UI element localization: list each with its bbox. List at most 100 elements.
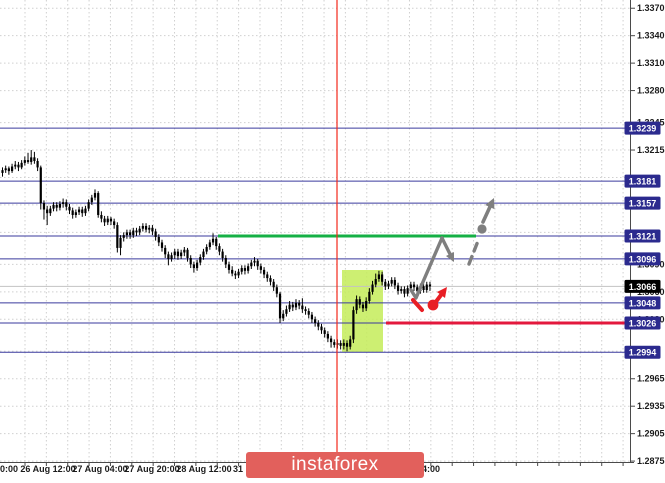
candle-body	[352, 310, 355, 340]
candle-body	[23, 160, 26, 163]
candle-body	[186, 249, 189, 258]
candle-body	[176, 251, 180, 257]
candle-body	[167, 254, 170, 259]
candle-body	[307, 311, 310, 315]
candle-body	[1, 170, 4, 173]
candle-body	[390, 279, 393, 284]
candle-body	[368, 291, 371, 301]
candle-body	[250, 262, 253, 267]
candle-body	[224, 257, 227, 265]
candle-body	[371, 284, 374, 292]
candle-body	[199, 257, 202, 263]
candle-body	[164, 247, 167, 255]
candle-body	[384, 281, 387, 287]
price-badges: 1.3239 1.3181 1.3157 1.3121 1.3096 1.3066 1.30…	[624, 121, 661, 359]
candle-body	[231, 269, 234, 274]
candle-body	[97, 193, 100, 215]
price-badge-label: 1.3048	[629, 298, 657, 308]
y-axis-label: 1.2965	[637, 374, 665, 384]
x-axis-label: 26 Aug 12:00	[20, 464, 75, 474]
candle-body	[387, 283, 390, 287]
red-up-arrow-head	[437, 287, 447, 298]
candle-body	[77, 209, 81, 213]
candle-body	[240, 268, 243, 272]
candle-body	[412, 284, 416, 288]
candle-body	[266, 274, 269, 279]
candle-body	[215, 238, 218, 247]
candle-body	[100, 214, 103, 219]
candle-body	[355, 299, 358, 311]
candle-body	[221, 251, 224, 258]
candle-body	[345, 343, 349, 347]
candle-body	[310, 314, 314, 320]
candle-body	[275, 287, 278, 294]
candle-body	[396, 285, 400, 291]
candle-body	[46, 209, 49, 214]
candle-body	[291, 304, 294, 308]
candle-body	[361, 304, 365, 309]
candle-body	[84, 208, 87, 214]
candle-body	[425, 284, 428, 291]
gray-pullback-arrow	[440, 236, 452, 256]
price-badge	[624, 316, 661, 330]
candle-body	[119, 237, 122, 248]
gray-breakout-arrow	[481, 205, 492, 224]
candle-body	[180, 252, 183, 257]
candle-body	[71, 210, 74, 215]
price-badge-label: 1.3239	[629, 124, 657, 134]
candle-body	[129, 232, 132, 236]
candle-body	[10, 166, 14, 172]
x-axis-label: 28 Aug 12:00	[176, 464, 231, 474]
candle-body	[93, 193, 97, 198]
y-axis-label: 1.2875	[637, 456, 665, 466]
candle-body	[262, 269, 266, 275]
price-badge	[624, 279, 661, 293]
candle-body	[339, 343, 342, 346]
price-badge-label: 1.3121	[629, 232, 657, 242]
candle-body	[62, 202, 65, 205]
candle-body	[304, 309, 307, 312]
candle-body	[400, 289, 403, 291]
candle-body	[329, 338, 333, 343]
y-axis-label: 1.2905	[637, 429, 665, 439]
candle-body	[14, 164, 17, 167]
candle-body	[7, 168, 10, 172]
candle-body	[317, 322, 320, 327]
candle-body	[218, 246, 221, 252]
candle-body	[109, 218, 113, 222]
candle-body	[154, 231, 157, 237]
price-badge-label: 1.3026	[629, 318, 657, 328]
candle-body	[294, 302, 298, 308]
candle-body	[205, 247, 208, 252]
candle-body	[243, 268, 247, 271]
candle-body	[227, 264, 231, 270]
price-badge	[624, 174, 661, 188]
fractal-levels	[0, 127, 630, 353]
candle-body	[253, 260, 256, 263]
candle-body	[247, 266, 250, 271]
red-up-arrow	[430, 293, 443, 309]
y-axis-label: 1.3215	[637, 145, 665, 155]
gray-pullback-arrow-head	[445, 251, 454, 262]
candle-body	[141, 225, 144, 229]
candle-body	[90, 197, 93, 203]
x-axis-label: 27 Aug 20:00	[124, 464, 179, 474]
price-badge-label: 1.2994	[629, 348, 657, 358]
candle-body	[151, 227, 154, 232]
candle-body	[259, 266, 262, 270]
candle-body	[342, 343, 345, 346]
candle-body	[416, 287, 419, 291]
candle-body	[377, 274, 381, 280]
grid-lines	[0, 0, 630, 462]
x-axis-label: 27 Aug 04:00	[72, 464, 127, 474]
candle-body	[65, 202, 68, 207]
candle-body	[374, 279, 377, 285]
candle-body	[173, 251, 176, 256]
y-axis-label: 1.3370	[637, 3, 665, 13]
price-badge	[624, 196, 661, 210]
candle-body	[4, 168, 7, 171]
candle-body	[148, 227, 151, 230]
price-badge-label: 1.3096	[629, 254, 657, 264]
candle-body	[381, 274, 384, 282]
